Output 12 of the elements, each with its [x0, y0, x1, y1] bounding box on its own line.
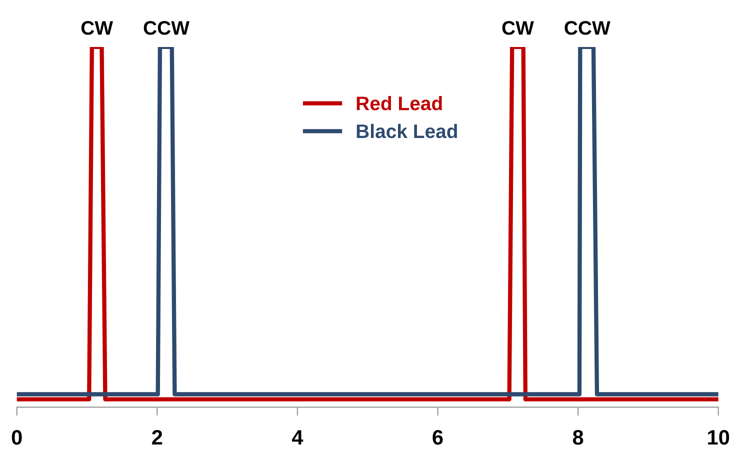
annotation: CCW	[144, 21, 190, 35]
legend-label: Black Lead	[356, 124, 457, 138]
legend-label: Red Lead	[356, 96, 442, 110]
x-tick-label: 0	[12, 430, 22, 445]
x-tick-label: 6	[432, 430, 443, 445]
x-tick-label: 8	[572, 430, 584, 445]
annotation: CW	[81, 21, 114, 35]
x-tick-label: 4	[292, 430, 304, 445]
x-tick-label: 2	[152, 430, 162, 445]
annotation: CCW	[564, 21, 610, 35]
x-tick-label: 10	[708, 430, 730, 445]
annotation: CW	[502, 21, 534, 35]
